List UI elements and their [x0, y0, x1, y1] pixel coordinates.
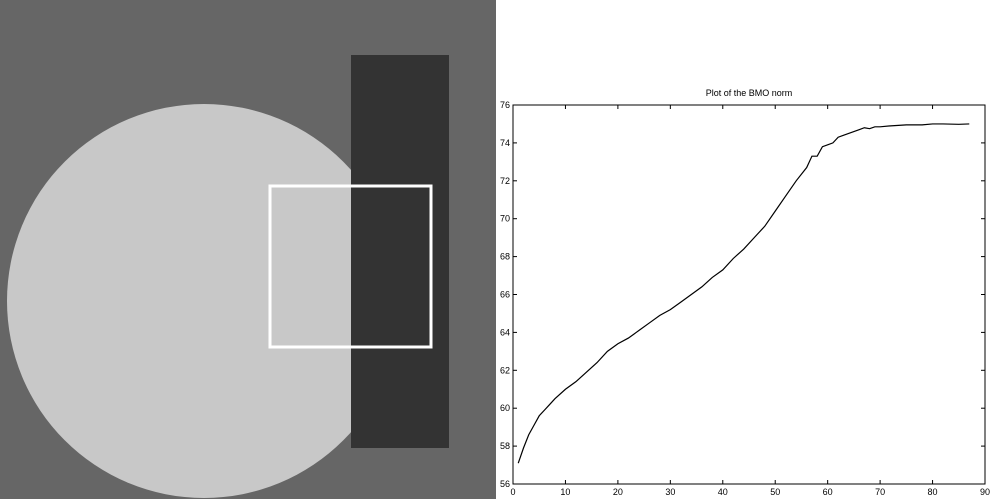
y-tick-label: 68: [500, 252, 510, 262]
y-axis: 56 58 60 62 64 66 68 70 72 74 76: [500, 100, 985, 489]
x-tick-label: 0: [510, 487, 515, 497]
y-tick-label: 70: [500, 214, 510, 224]
plot-area-frame: [512, 104, 986, 485]
bmo-norm-chart: Plot of the BMO norm 0 10 20 30 40 50 60 70 80 90…: [500, 88, 990, 497]
light-disk-shape: [7, 104, 401, 498]
x-tick-label: 10: [560, 487, 570, 497]
x-tick-label: 50: [770, 487, 780, 497]
x-tick-label: 40: [718, 487, 728, 497]
chart-panel: Plot of the BMO norm 0 10 20 30 40 50 60 70 80 90…: [496, 0, 1006, 499]
y-tick-label: 56: [500, 479, 510, 489]
x-axis: 0 10 20 30 40 50 60 70 80 90: [510, 105, 990, 497]
x-tick-label: 30: [665, 487, 675, 497]
y-tick-label: 58: [500, 441, 510, 451]
selection-box[interactable]: [268, 184, 433, 349]
y-tick-label: 74: [500, 138, 510, 148]
y-tick-label: 66: [500, 290, 510, 300]
x-tick-label: 90: [980, 487, 990, 497]
image-panel: [0, 0, 496, 499]
x-tick-label: 20: [613, 487, 623, 497]
segmentation-image: [0, 0, 496, 499]
dark-rectangle-shape: [351, 55, 449, 448]
y-tick-label: 62: [500, 365, 510, 375]
y-tick-label: 76: [500, 100, 510, 110]
y-tick-label: 72: [500, 176, 510, 186]
chart-title: Plot of the BMO norm: [706, 88, 793, 98]
x-tick-label: 60: [823, 487, 833, 497]
x-tick-label: 70: [875, 487, 885, 497]
y-tick-label: 64: [500, 327, 510, 337]
x-tick-label: 80: [928, 487, 938, 497]
y-tick-label: 60: [500, 403, 510, 413]
series-line: [517, 123, 970, 464]
